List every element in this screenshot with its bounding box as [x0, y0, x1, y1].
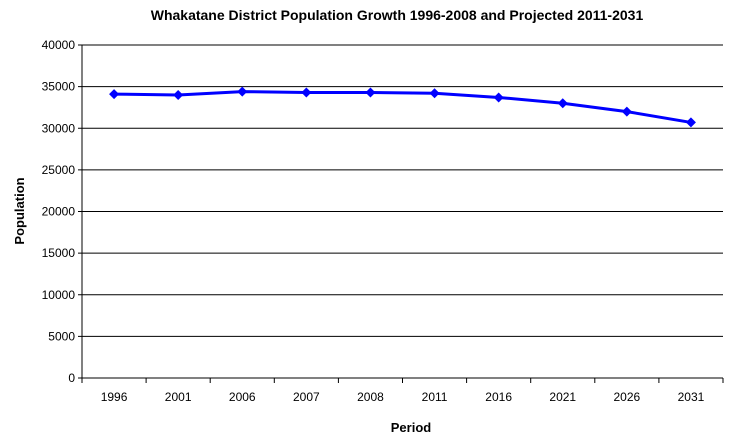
chart-title: Whakatane District Population Growth 199… — [151, 7, 644, 23]
x-tick-label: 2031 — [678, 390, 705, 404]
x-tick-label: 2026 — [613, 390, 640, 404]
y-tick-label: 20000 — [42, 205, 76, 219]
x-tick-label: 2021 — [549, 390, 576, 404]
x-tick-label: 2007 — [293, 390, 320, 404]
y-tick-label: 30000 — [42, 121, 76, 135]
data-point — [109, 89, 120, 100]
data-point — [621, 106, 632, 117]
y-tick-label: 40000 — [42, 38, 76, 52]
x-tick-label: 2016 — [485, 390, 512, 404]
y-axis-title: Population — [12, 177, 27, 244]
data-point — [173, 89, 184, 100]
data-point — [429, 88, 440, 99]
data-point — [685, 117, 696, 128]
x-tick-label: 2008 — [357, 390, 384, 404]
y-tick-label: 35000 — [42, 80, 76, 94]
x-tick-label: 1996 — [101, 390, 128, 404]
y-tick-label: 25000 — [42, 163, 76, 177]
series-line — [114, 90, 692, 124]
data-point — [301, 87, 312, 98]
x-tick-label: 2011 — [422, 390, 448, 404]
y-tick-label: 5000 — [48, 329, 75, 343]
x-axis-title: Period — [391, 420, 432, 435]
data-point — [493, 92, 504, 103]
y-tick-label: 15000 — [42, 246, 76, 260]
y-tick-label: 10000 — [42, 288, 76, 302]
data-point — [365, 87, 376, 98]
data-point — [237, 86, 248, 97]
x-tick-label: 2001 — [165, 390, 192, 404]
x-tick-label: 2006 — [229, 390, 256, 404]
data-point — [557, 98, 568, 109]
plot-area: 0 5000 10000 15000 20000 25000 30000 35000 40000… — [42, 38, 724, 404]
y-tick-label: 0 — [68, 371, 75, 385]
